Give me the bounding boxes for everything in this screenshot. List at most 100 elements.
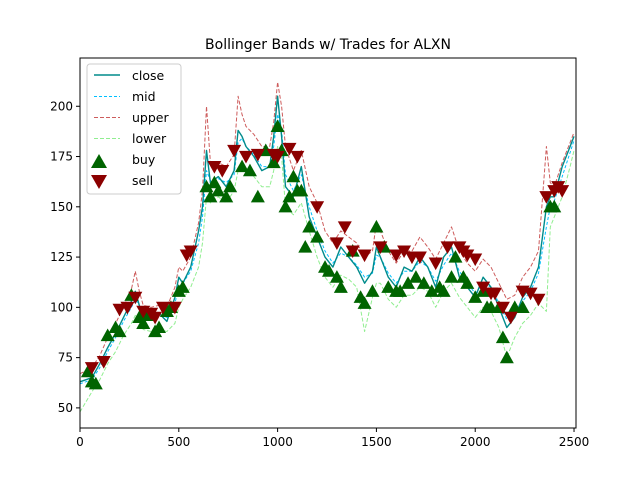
axis-layer: 0 500 1000 1500 2000 2500 50 75 100 125 150 175 200	[50, 99, 589, 449]
buy-marker	[369, 219, 384, 233]
sell-marker	[357, 249, 372, 263]
buy-marker	[424, 284, 439, 297]
y-tick-label: 100	[50, 300, 73, 314]
buy-marker	[112, 324, 127, 338]
chart-title: Bollinger Bands w/ Trades for ALXN	[205, 37, 451, 53]
legend-label-buy: buy	[132, 152, 156, 167]
sell-marker	[468, 253, 483, 267]
sell-marker	[290, 150, 305, 164]
sell-marker	[282, 142, 297, 156]
x-tick-label: 1500	[361, 435, 392, 449]
buy-marker	[365, 284, 380, 297]
x-tick-label: 500	[167, 435, 190, 449]
sell-marker	[84, 362, 99, 375]
buy-marker	[499, 350, 514, 364]
sell-marker	[428, 257, 443, 271]
sell-marker	[148, 311, 163, 325]
y-tick-label: 75	[58, 351, 73, 365]
buy-marker	[393, 284, 408, 297]
buy-marker	[436, 284, 451, 297]
sell-marker	[397, 245, 412, 259]
buy-marker	[302, 219, 317, 233]
x-tick-label: 0	[76, 435, 84, 449]
buy-marker	[203, 189, 218, 203]
legend-swatch-buy	[91, 154, 107, 168]
sell-marker	[337, 221, 352, 234]
buy-marker	[175, 280, 190, 293]
sell-marker	[487, 287, 502, 301]
buy-marker	[460, 276, 475, 289]
buy-marker	[100, 328, 115, 342]
sell-marker	[440, 241, 455, 255]
sell-marker	[373, 241, 388, 255]
sell-marker	[238, 150, 253, 164]
buy-marker	[235, 159, 250, 173]
buy-marker	[495, 330, 510, 344]
legend-label-close: close	[132, 68, 165, 83]
legend-label-mid: mid	[132, 89, 156, 104]
sell-marker	[555, 185, 570, 198]
y-tick-label: 50	[58, 401, 73, 415]
sell-marker	[310, 201, 325, 214]
buy-marker	[333, 280, 348, 293]
buy-marker	[310, 229, 325, 243]
buy-marker	[468, 290, 483, 303]
sell-marker	[270, 150, 285, 164]
buy-marker	[448, 250, 463, 263]
sell-marker	[183, 245, 198, 259]
buy-marker	[199, 179, 214, 193]
buy-marker	[266, 155, 281, 169]
sell-marker	[96, 356, 111, 369]
legend-swatch-sell	[91, 175, 107, 189]
buy-marker	[401, 276, 416, 289]
buy-marker	[278, 199, 293, 213]
sell-marker	[155, 301, 170, 315]
series-line-close	[80, 95, 575, 383]
buy-marker	[282, 189, 297, 203]
sell-marker	[329, 237, 344, 250]
buy-marker	[408, 270, 423, 283]
y-tick-label: 125	[50, 250, 73, 264]
buy-marker	[515, 300, 530, 313]
sell-marker	[460, 249, 475, 263]
sell-marker	[531, 293, 546, 307]
x-tick-label: 1000	[262, 435, 293, 449]
x-tick-label: 2000	[460, 435, 491, 449]
sell-marker	[112, 303, 127, 317]
sell-marker	[412, 251, 427, 265]
sell-marker	[167, 301, 182, 315]
buy-marker	[80, 364, 95, 378]
sell-marker	[539, 191, 554, 204]
buy-marker	[298, 240, 313, 253]
buy-marker	[321, 264, 336, 277]
sell-marker	[128, 291, 143, 305]
buy-marker	[547, 199, 562, 213]
y-tick-label: 175	[50, 150, 73, 164]
y-tick-label: 150	[50, 200, 73, 214]
buy-marker	[250, 189, 265, 203]
legend-label-sell: sell	[132, 173, 153, 188]
buy-marker	[329, 270, 344, 283]
buy-marker	[136, 316, 151, 330]
sell-marker	[389, 249, 404, 263]
sell-marker	[503, 311, 518, 325]
legend: close mid upper lower buy sell	[86, 63, 182, 195]
x-tick-label: 2500	[559, 435, 590, 449]
y-tick-label: 200	[50, 99, 73, 113]
buy-marker	[444, 270, 459, 283]
buy-marker	[223, 179, 238, 193]
buy-marker	[286, 169, 301, 183]
sell-marker	[345, 245, 360, 259]
plot-area-frame	[79, 57, 577, 429]
sell-marker	[215, 165, 230, 178]
buy-marker	[270, 119, 285, 132]
buy-marker	[211, 183, 226, 197]
buy-marker	[416, 276, 431, 289]
buy-marker	[152, 320, 167, 334]
sell-marker	[476, 281, 491, 295]
buy-marker	[357, 296, 372, 309]
buy-marker	[88, 376, 103, 390]
buy-marker	[294, 183, 309, 197]
sell-marker	[227, 144, 242, 158]
